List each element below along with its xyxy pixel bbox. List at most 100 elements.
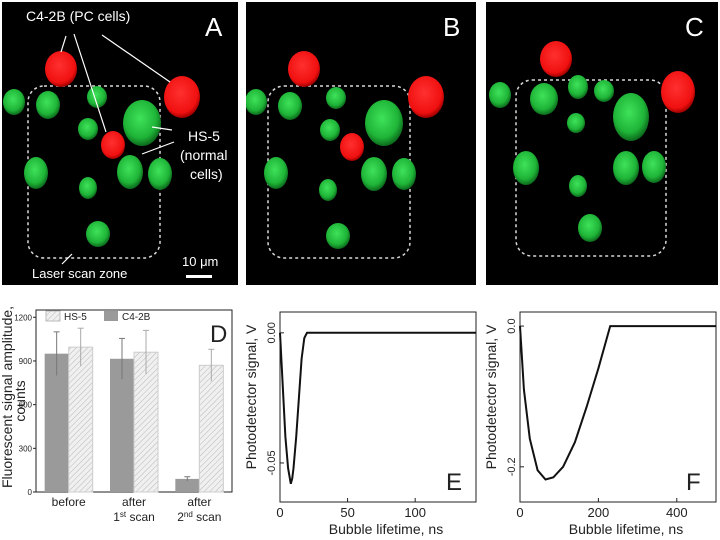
cell-normal xyxy=(78,118,98,140)
cell-normal xyxy=(326,87,346,109)
chart-d-legend-label: HS-5 xyxy=(64,312,87,323)
cell-normal xyxy=(123,100,161,146)
chart-F-xlabel: Bubble lifetime, ns xyxy=(569,521,683,537)
chart-d-bar xyxy=(198,364,224,493)
cell-normal xyxy=(148,158,172,190)
chart-F-panel-letter: F xyxy=(686,469,701,496)
cell-normal xyxy=(569,175,587,197)
cell-normal xyxy=(79,177,97,199)
label-pc-cells: C4-2B (PC cells) xyxy=(26,8,131,24)
chart-F-frame xyxy=(519,311,717,503)
cell-normal xyxy=(530,83,558,115)
label-normal-1: HS-5 xyxy=(188,128,220,144)
cell-pc xyxy=(288,51,320,87)
chart-d-ylabel: Fluorescent signal amplitude, xyxy=(0,306,15,488)
chart-d-category-label: after xyxy=(122,495,146,509)
cell-normal xyxy=(642,151,666,183)
panel-letter-c: C xyxy=(685,12,704,42)
cell-normal xyxy=(117,155,143,189)
annotation-arrows xyxy=(60,33,175,265)
chart-F-series-line xyxy=(519,325,716,481)
cell-normal xyxy=(365,100,403,146)
cell-normal xyxy=(489,82,511,108)
cell-normal xyxy=(3,89,25,115)
chart-d-legend-label: C4-2B xyxy=(122,312,151,323)
chart-d-ytick-label: 600 xyxy=(19,401,33,410)
chart-E-xlabel: Bubble lifetime, ns xyxy=(329,521,443,537)
chart-E-ytick-label: -0.05 xyxy=(266,450,278,475)
chart-e: 0 50 100 0.00 -0.05 Bubble lifetime, ns Photod… xyxy=(243,311,477,537)
chart-E-xtick-label: 0 xyxy=(276,505,283,520)
chart-d-bar xyxy=(175,478,200,492)
chart-E-xtick-label: 100 xyxy=(404,505,426,520)
chart-E-series-line xyxy=(279,331,476,485)
cell-normal xyxy=(392,158,416,190)
cell-pc xyxy=(45,51,77,87)
chart-F-ytick-label: 0.0 xyxy=(506,318,518,333)
cell-normal xyxy=(361,157,387,191)
panel-letter-a: A xyxy=(205,12,223,42)
panel-letter-b: B xyxy=(443,12,461,42)
cell-pc xyxy=(540,41,572,77)
chart-F-xtick-label: 200 xyxy=(588,505,610,520)
chart-F-xtick-label: 400 xyxy=(666,505,688,520)
chart-d-category-label: after xyxy=(187,495,211,509)
cell-pc xyxy=(661,71,695,113)
label-laser-scan-zone: Laser scan zone xyxy=(32,266,128,281)
cell-normal xyxy=(578,214,602,242)
chart-E-frame xyxy=(279,311,477,503)
cell-pc xyxy=(408,76,444,118)
chart-E-panel-letter: E xyxy=(446,469,462,496)
cell-normal xyxy=(613,93,649,141)
cell-normal xyxy=(567,113,585,133)
chart-d-panel-letter: D xyxy=(210,321,227,348)
panel-b-image xyxy=(246,51,444,259)
scale-bar xyxy=(186,275,212,278)
panel-c: C xyxy=(486,2,718,285)
chart-d-category-sublabel: 1st scan xyxy=(113,510,155,524)
panel-c-image xyxy=(489,41,695,257)
chart-F-ylabel: Photodetector signal, V xyxy=(483,324,499,469)
label-normal-2: (normal xyxy=(180,147,228,163)
cell-normal xyxy=(568,75,588,99)
panel-a-image xyxy=(3,33,212,278)
cell-normal xyxy=(613,151,639,185)
cell-normal xyxy=(246,89,267,115)
chart-d-category-label: before xyxy=(52,495,86,509)
panel-b: B xyxy=(246,2,476,285)
chart-E-ytick-label: 0.00 xyxy=(266,322,278,343)
chart-d-legend-swatch xyxy=(45,310,61,322)
cell-normal xyxy=(36,91,60,119)
chart-d-ytick-label: 900 xyxy=(19,357,33,366)
cell-normal xyxy=(87,86,107,108)
cell-pc xyxy=(164,76,200,118)
chart-d-category-sublabel: 2nd scan xyxy=(177,510,221,524)
chart-F-ytick-label: -0.2 xyxy=(506,457,518,476)
cell-normal xyxy=(513,151,539,185)
chart-d-bar xyxy=(68,346,94,493)
cell-normal xyxy=(594,80,614,102)
chart-d-bar xyxy=(133,351,159,493)
cell-normal xyxy=(320,119,340,141)
cell-normal xyxy=(319,179,337,201)
cell-pc xyxy=(101,131,125,159)
chart-d-bar xyxy=(110,358,134,492)
chart-E-xtick-label: 50 xyxy=(340,505,354,520)
scale-bar-label: 10 μm xyxy=(182,254,219,269)
cell-normal xyxy=(326,223,350,249)
cell-normal xyxy=(86,221,110,247)
chart-E-ylabel: Photodetector signal, V xyxy=(243,324,259,469)
panel-a: A C4-2B (PC cells) HS-5 (normal cells) L… xyxy=(2,2,238,285)
cell-normal xyxy=(278,92,302,120)
cell-normal xyxy=(264,157,288,189)
cell-pc xyxy=(340,133,364,161)
chart-F-xtick-label: 0 xyxy=(516,505,523,520)
label-normal-3: cells) xyxy=(190,166,223,182)
chart-f: 0 200 400 0.0 -0.2 Bubble lifetime, ns Photode… xyxy=(483,311,717,537)
chart-d-ytick-label: 1200 xyxy=(14,313,32,322)
chart-d-ytick-label: 300 xyxy=(19,444,33,453)
chart-d-bar xyxy=(44,353,69,492)
chart-d-ytick-label: 0 xyxy=(28,488,33,497)
chart-d-ylabel-units: counts xyxy=(12,380,28,421)
